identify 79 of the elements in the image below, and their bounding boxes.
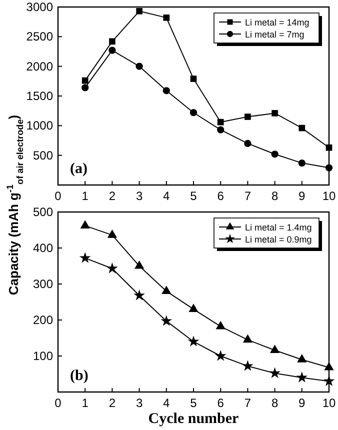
point [269, 367, 280, 378]
x-tick-label: 1 [82, 189, 89, 203]
x-tick-label: 9 [298, 189, 306, 203]
point [297, 354, 307, 362]
legend-label: Li metal = 0.9mg [245, 234, 312, 244]
point [325, 164, 333, 172]
legend-label: Li metal = 14mg [245, 18, 310, 28]
y-tick-label: 200 [32, 313, 54, 327]
x-tick-label: 7 [244, 396, 252, 410]
y-tick-label: 100 [32, 349, 54, 363]
point [109, 38, 116, 45]
x-tick-label: 8 [271, 189, 278, 203]
point [217, 118, 224, 126]
x-tick-label: 1 [82, 396, 89, 410]
point [244, 140, 252, 148]
point [296, 372, 308, 382]
point [270, 344, 280, 354]
annotation: (b) [70, 368, 88, 384]
point [216, 320, 226, 330]
y-tick-label: 3000 [26, 0, 54, 14]
x-tick-label: 5 [190, 189, 198, 203]
x-tick-label: 8 [271, 396, 278, 410]
y-tick-label: 1000 [26, 118, 54, 133]
y-tick-label: 500 [32, 148, 54, 162]
point [82, 77, 88, 84]
y-tick-label: 2000 [26, 59, 54, 74]
point [324, 362, 334, 370]
point [162, 286, 172, 294]
point [298, 124, 306, 132]
y-tick-label: 500 [32, 205, 54, 219]
point [242, 334, 253, 343]
y-tick-label: 300 [32, 277, 54, 291]
x-tick-label: 2 [108, 396, 116, 410]
point [163, 14, 170, 21]
point [134, 290, 145, 300]
x-tick-label: 6 [217, 189, 224, 203]
legend-label: Li metal = 7mg [245, 30, 304, 40]
x-tick-label: 7 [244, 189, 252, 203]
point [190, 76, 197, 82]
point [244, 114, 251, 120]
y-tick-label: 1500 [26, 89, 54, 103]
x-tick-label: 5 [190, 396, 198, 410]
legend-label: Li metal = 1.4mg [245, 222, 312, 232]
point [271, 150, 278, 158]
point [134, 260, 144, 269]
point [160, 315, 172, 326]
annotation: (a) [70, 161, 88, 177]
point [106, 262, 118, 274]
point [80, 220, 90, 228]
point [242, 360, 254, 371]
point [136, 62, 143, 70]
y-tick-label: 2500 [26, 30, 54, 44]
x-tick-label: 9 [298, 396, 306, 410]
point [82, 84, 89, 92]
x-tick-label: 10 [322, 396, 336, 410]
x-tick-label: 6 [217, 396, 224, 410]
point [136, 8, 142, 14]
x-tick-label: 3 [136, 396, 143, 410]
x-tick-label: 10 [322, 189, 336, 203]
point [214, 350, 226, 361]
point [108, 46, 116, 54]
point [188, 336, 200, 346]
x-tick-label: 4 [163, 189, 170, 203]
x-tick-label: 0 [54, 189, 62, 203]
x-tick-label: 2 [108, 189, 116, 203]
y-tick-label: 400 [32, 241, 54, 255]
point [190, 109, 198, 116]
point [162, 87, 170, 94]
x-tick-label: 0 [54, 396, 62, 410]
x-axis-title: Cycle number [148, 411, 240, 427]
point [79, 252, 91, 263]
point [188, 304, 198, 312]
point [272, 110, 278, 116]
point [217, 126, 224, 134]
x-tick-label: 4 [163, 396, 170, 410]
point [326, 144, 332, 151]
point [107, 229, 118, 238]
x-tick-label: 3 [136, 189, 143, 203]
point [298, 159, 306, 167]
